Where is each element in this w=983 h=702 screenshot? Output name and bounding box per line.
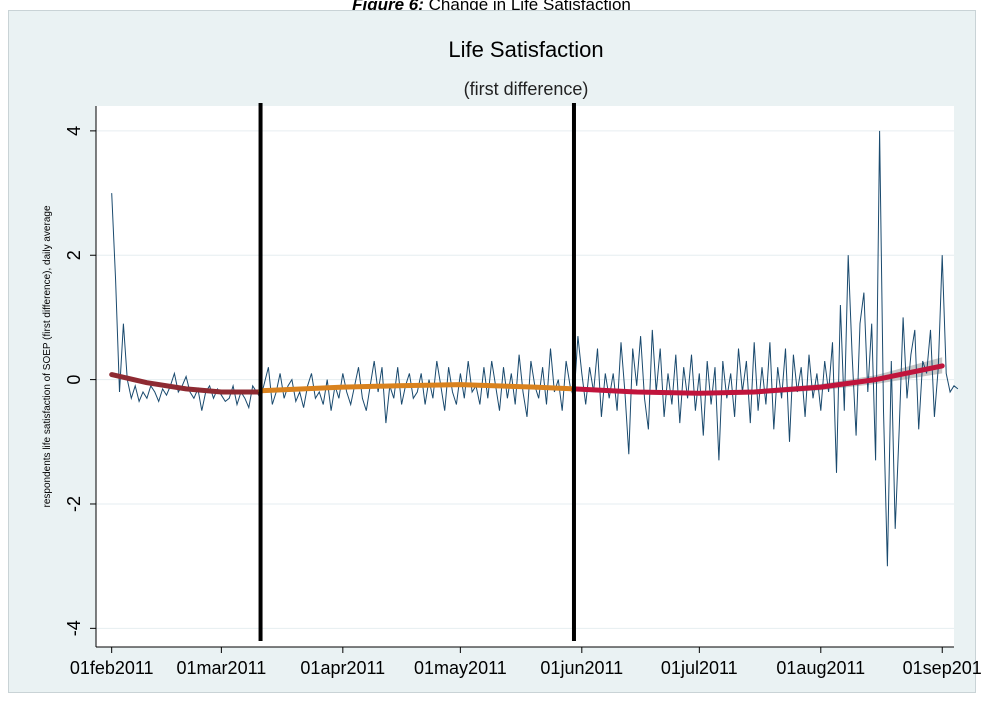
gridlines: [96, 130, 954, 629]
axes: -4 -2 0 2 4 01feb2011 01mar2011 01apr2011 01may2…: [64, 106, 982, 678]
chart-subtitle: (first difference): [464, 79, 589, 99]
x-tick-label-0: 01feb2011: [70, 658, 154, 678]
y-tick-label-2: 0: [64, 375, 84, 385]
x-tick-label-5: 01jul2011: [661, 658, 738, 678]
cutoff-lines: [258, 103, 576, 641]
plot-area: [96, 106, 954, 647]
x-tick-label-6: 01aug2011: [776, 658, 865, 678]
figure-caption: Figure 6: Change in Life Satisfaction: [0, 0, 983, 10]
trend-line-segment-3: [571, 363, 945, 396]
confidence-band: [574, 357, 943, 396]
chart-title: Life Satisfaction: [448, 37, 603, 62]
x-tick-label-1: 01mar2011: [177, 658, 267, 678]
y-tick-label-0: -4: [64, 620, 84, 636]
trend-lines: [109, 363, 945, 396]
y-tick-label-1: -2: [64, 496, 84, 512]
x-tick-label-2: 01apr2011: [300, 658, 385, 678]
confidence-band-3: [574, 357, 943, 396]
trend-line-segment-1: [109, 372, 263, 395]
y-tick-label-4: 4: [64, 126, 84, 136]
y-tick-label-3: 2: [64, 250, 84, 260]
trend-line-segment-2: [258, 382, 577, 394]
x-tick-label-4: 01jun2011: [540, 658, 623, 678]
x-tick-label-3: 01may2011: [414, 658, 507, 678]
y-axis-label: respondents life satisfaction of SOEP (f…: [42, 205, 53, 507]
x-tick-label-7: 01sep201: [903, 658, 982, 678]
figure-caption-text: Change in Life Satisfaction: [423, 0, 631, 10]
figure-label: Figure 6:: [352, 0, 424, 10]
